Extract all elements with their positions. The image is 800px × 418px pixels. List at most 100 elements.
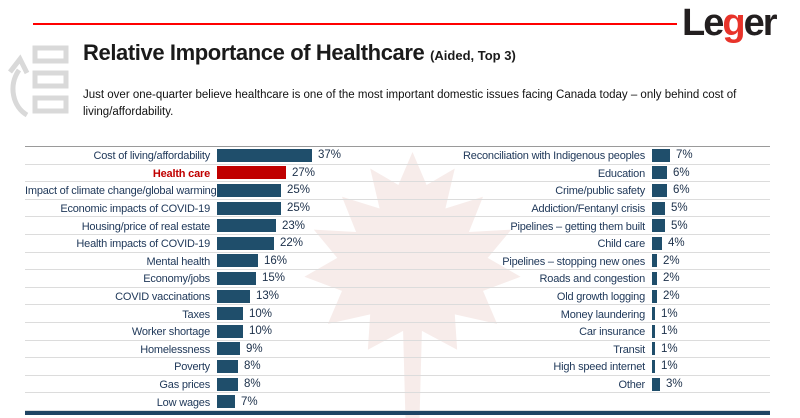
category-label: Transit — [613, 343, 645, 356]
chart-row: Homelessness 9% Transit 1% — [25, 341, 770, 359]
category-label: Pipelines – stopping new ones — [502, 255, 645, 268]
subtitle-line: Just over one-quarter believe healthcare… — [83, 89, 737, 101]
percent-bar — [652, 183, 667, 197]
chart-row: Worker shortage 10% Car insurance 1% — [25, 323, 770, 341]
percent-value: 25% — [287, 202, 311, 215]
category-label: Taxes — [182, 308, 210, 321]
percent-bar — [652, 359, 655, 373]
chart-row: Low wages 7% — [25, 393, 770, 411]
percent-bar — [652, 148, 670, 162]
percent-bar — [217, 148, 312, 162]
chart-row: Impact of climate change/global warming 2… — [25, 182, 770, 200]
percent-value: 4% — [668, 237, 685, 250]
header-rule — [33, 23, 677, 25]
percent-value: 23% — [282, 219, 306, 232]
percent-value: 10% — [249, 307, 273, 320]
category-label: Reconciliation with Indigenous peoples — [463, 150, 645, 163]
percent-value: 8% — [244, 378, 261, 391]
category-label: Health care — [152, 167, 210, 180]
subtitle-line: living/affordability. — [83, 105, 174, 118]
percent-bar — [217, 201, 281, 215]
percent-value: 15% — [262, 272, 286, 285]
percent-bar — [652, 201, 665, 215]
percent-bar — [652, 342, 655, 356]
percent-value: 7% — [241, 395, 258, 408]
percent-value: 1% — [661, 325, 678, 338]
category-label: Impact of climate change/global warming — [25, 185, 217, 198]
percent-value: 22% — [280, 237, 304, 250]
category-label: Child care — [597, 238, 645, 251]
category-label: Homelessness — [140, 343, 210, 356]
percent-bar — [217, 219, 276, 233]
category-label: COVID vaccinations — [115, 291, 210, 304]
page-title-suffix: (Aided, Top 3) — [430, 48, 516, 63]
chart-row: Cost of living/affordability 37% Reconcili… — [25, 147, 770, 165]
percent-bar — [652, 307, 655, 321]
percent-bar — [217, 377, 238, 391]
percent-value: 27% — [292, 166, 316, 179]
chart-row: Mental health 16% Pipelines – stopping new… — [25, 253, 770, 271]
percent-bar — [652, 254, 657, 268]
category-label: Crime/public safety — [555, 185, 645, 198]
percent-value: 5% — [671, 219, 688, 232]
percent-bar — [217, 324, 243, 338]
logo-text: er — [743, 2, 778, 44]
chart-row: Poverty 8% High speed internet 1% — [25, 358, 770, 376]
category-label: Economy/jobs — [143, 273, 210, 286]
percent-value: 25% — [287, 184, 311, 197]
category-label: Pipelines – getting them built — [510, 220, 645, 233]
percent-value: 9% — [246, 342, 263, 355]
footer-accent-bar — [25, 411, 770, 415]
percent-value: 6% — [673, 166, 690, 179]
percent-bar — [217, 359, 238, 373]
chart-row: COVID vaccinations 13% Old growth logging 2… — [25, 288, 770, 306]
category-label: Old growth logging — [556, 291, 645, 304]
percent-value: 2% — [663, 254, 680, 267]
percent-bar — [217, 254, 258, 268]
percent-bar — [217, 166, 286, 180]
percent-bar — [217, 183, 281, 197]
percent-bar — [217, 289, 250, 303]
percent-bar — [652, 271, 657, 285]
percent-bar — [217, 236, 274, 250]
category-label: Gas prices — [159, 379, 210, 392]
category-label: Roads and congestion — [539, 273, 646, 286]
chart-row: Health impacts of COVID-19 22% Child care 4… — [25, 235, 770, 253]
percent-value: 8% — [244, 360, 261, 373]
logo-accent-letter: g — [722, 2, 745, 44]
category-label: Money laundering — [560, 308, 645, 321]
category-label: Worker shortage — [131, 326, 210, 339]
page-title-text: Relative Importance of Healthcare — [83, 40, 425, 65]
importance-bar-chart: Cost of living/affordability 37% Reconcili… — [25, 146, 770, 411]
percent-value: 6% — [673, 184, 690, 197]
percent-value: 5% — [671, 202, 688, 215]
category-label: Education — [597, 167, 645, 180]
chart-row: Economic impacts of COVID-19 25% Addiction… — [25, 200, 770, 218]
percent-bar — [217, 395, 235, 409]
percent-value: 37% — [318, 149, 342, 162]
chart-row: Gas prices 8% Other 3% — [25, 376, 770, 394]
category-label: Addiction/Fentanyl crisis — [531, 203, 645, 216]
percent-bar — [217, 307, 243, 321]
percent-value: 1% — [661, 360, 678, 373]
percent-bar — [217, 271, 256, 285]
percent-bar — [652, 289, 657, 303]
category-label: Car insurance — [579, 326, 645, 339]
leger-logo: Leger — [682, 2, 778, 44]
percent-bar — [652, 166, 667, 180]
chart-row: Taxes 10% Money laundering 1% — [25, 305, 770, 323]
percent-value: 13% — [256, 290, 280, 303]
percent-bar — [652, 377, 660, 391]
category-label: Mental health — [146, 255, 211, 268]
percent-value: 3% — [666, 378, 683, 391]
percent-value: 1% — [661, 342, 678, 355]
chart-row: Housing/price of real estate 23% Pipelines… — [25, 217, 770, 235]
category-label: Poverty — [174, 361, 210, 374]
category-label: High speed internet — [553, 361, 645, 374]
category-label: Low wages — [156, 396, 210, 409]
logo-text: Le — [682, 2, 724, 44]
percent-value: 10% — [249, 325, 273, 338]
chart-row: Health care 27% Education 6% — [25, 165, 770, 183]
page-title: Relative Importance of Healthcare (Aided… — [83, 40, 516, 66]
